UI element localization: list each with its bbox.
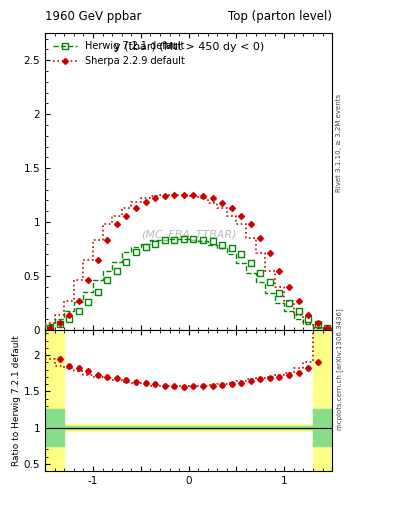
Y-axis label: Ratio to Herwig 7.2.1 default: Ratio to Herwig 7.2.1 default: [12, 335, 21, 466]
Text: (MC_FBA_TTBAR): (MC_FBA_TTBAR): [141, 229, 237, 241]
Text: 1960 GeV ppbar: 1960 GeV ppbar: [45, 10, 142, 23]
Text: mcplots.cern.ch [arXiv:1306.3436]: mcplots.cern.ch [arXiv:1306.3436]: [336, 308, 343, 430]
Text: Top (parton level): Top (parton level): [228, 10, 332, 23]
Text: Rivet 3.1.10, ≥ 3.2M events: Rivet 3.1.10, ≥ 3.2M events: [336, 94, 342, 193]
Legend: Herwig 7.2.1 default, Sherpa 2.2.9 default: Herwig 7.2.1 default, Sherpa 2.2.9 defau…: [50, 38, 188, 69]
Text: y (t̄bar) (Mtt > 450 dy < 0): y (t̄bar) (Mtt > 450 dy < 0): [114, 42, 264, 52]
